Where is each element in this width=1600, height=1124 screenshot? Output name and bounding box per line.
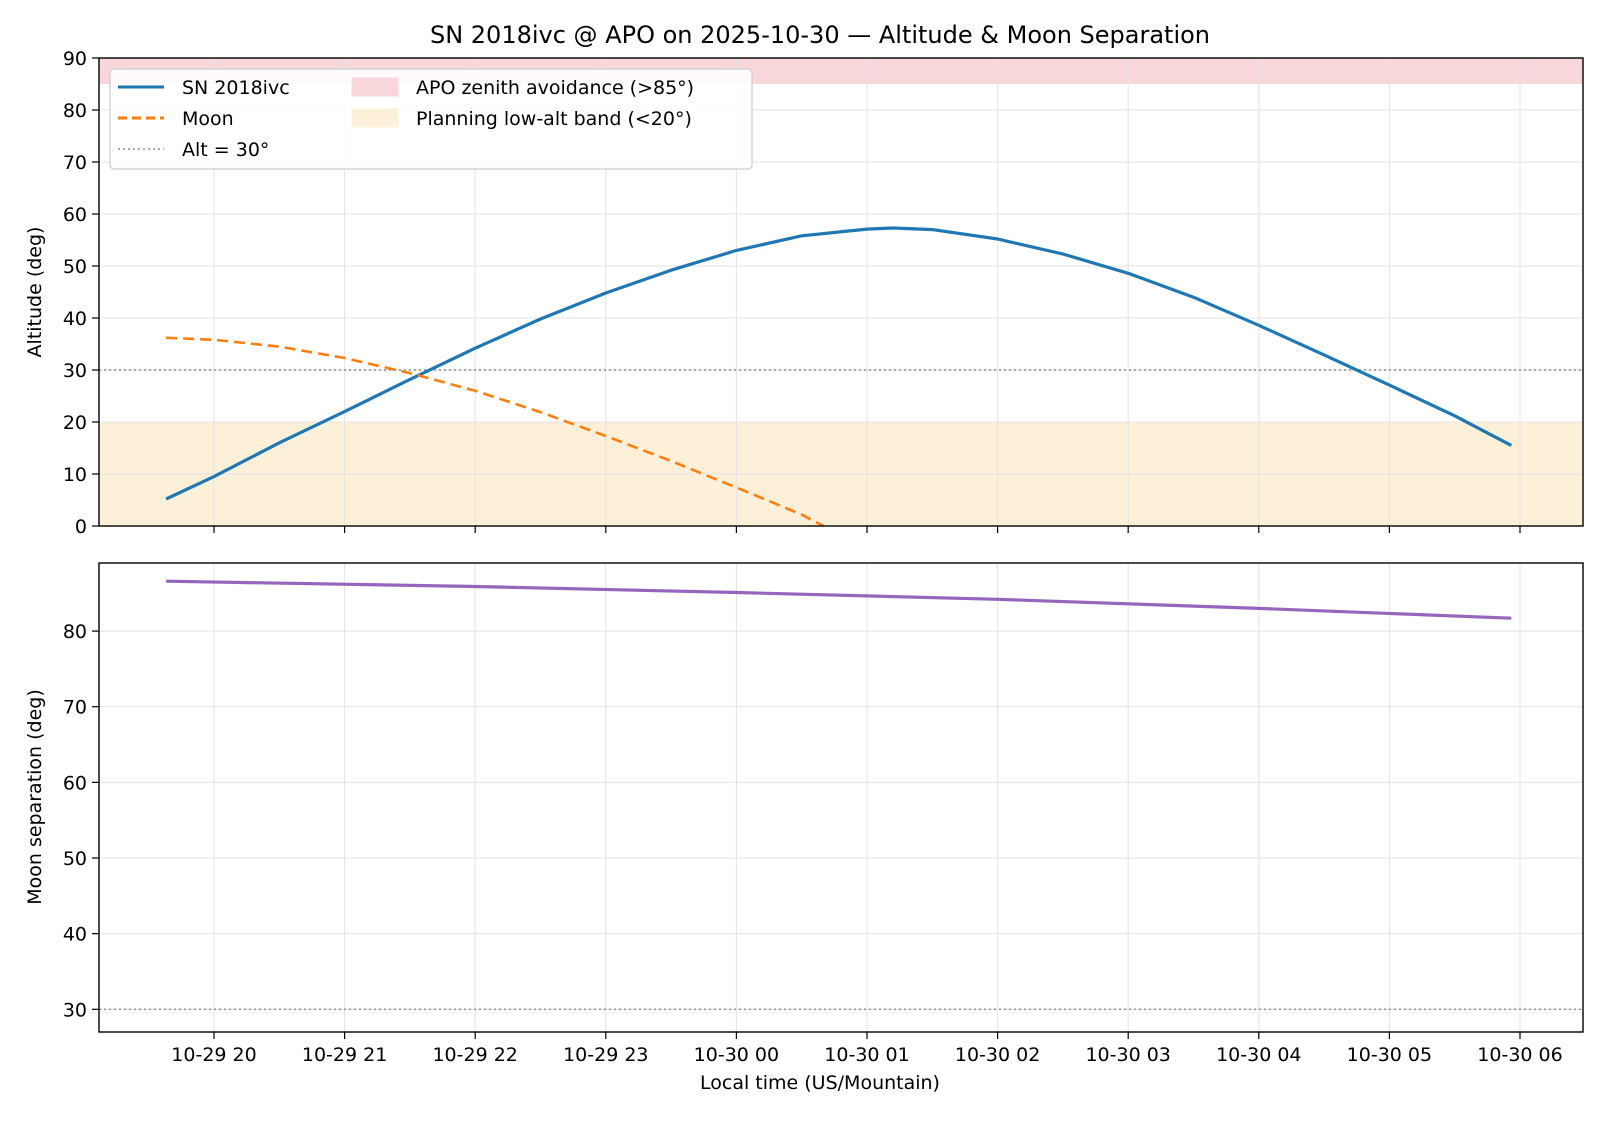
altitude-ytick-label: 80 bbox=[63, 100, 87, 122]
separation-ytick-label: 60 bbox=[63, 772, 87, 794]
x-tick-label: 10-30 01 bbox=[824, 1044, 909, 1066]
x-tick-label: 10-29 22 bbox=[432, 1044, 517, 1066]
altitude-ytick-label: 50 bbox=[63, 256, 87, 278]
separation-ytick-label: 40 bbox=[63, 924, 87, 946]
legend-label: Alt = 30° bbox=[182, 139, 269, 161]
legend-label: Planning low-alt band (<20°) bbox=[416, 108, 692, 130]
legend-swatch bbox=[352, 78, 398, 96]
x-tick-label: 10-29 20 bbox=[171, 1044, 256, 1066]
separation-panel-frame bbox=[99, 563, 1583, 1032]
legend-label: Moon bbox=[182, 108, 234, 130]
separation-ytick-label: 30 bbox=[63, 999, 87, 1021]
altitude-ytick-label: 70 bbox=[63, 152, 87, 174]
legend-label: APO zenith avoidance (>85°) bbox=[416, 77, 694, 99]
legend-label: SN 2018ivc bbox=[182, 77, 290, 99]
separation-ytick-label: 80 bbox=[63, 621, 87, 643]
x-tick-label: 10-30 06 bbox=[1477, 1044, 1562, 1066]
altitude-ytick-label: 20 bbox=[63, 412, 87, 434]
moon-separation-panel: 30 40 50 60 70 80 bbox=[63, 563, 1583, 1032]
altitude-ytick-label: 30 bbox=[63, 360, 87, 382]
x-tick-label: 10-30 04 bbox=[1216, 1044, 1301, 1066]
x-tick-label: 10-30 05 bbox=[1347, 1044, 1432, 1066]
altitude-ytick-label: 0 bbox=[75, 516, 87, 538]
altitude-ytick-label: 10 bbox=[63, 464, 87, 486]
x-axis-ticks: 10-29 20 10-29 21 10-29 22 10-29 23 10-30 00… bbox=[171, 1032, 1562, 1066]
moon-separation-line bbox=[166, 581, 1511, 618]
separation-ytick-label: 50 bbox=[63, 848, 87, 870]
legend-swatch bbox=[352, 109, 398, 127]
x-tick-label: 10-30 02 bbox=[955, 1044, 1040, 1066]
altitude-ytick-label: 60 bbox=[63, 204, 87, 226]
moon-separation-axis-label: Moon separation (deg) bbox=[24, 689, 46, 905]
legend: SN 2018ivc Moon Alt = 30° APO zenith avoida… bbox=[110, 69, 752, 169]
altitude-ytick-label: 90 bbox=[63, 48, 87, 70]
altitude-axis-label: Altitude (deg) bbox=[24, 227, 46, 358]
separation-ytick-label: 70 bbox=[63, 697, 87, 719]
chart-title: SN 2018ivc @ APO on 2025-10-30 — Altitud… bbox=[430, 21, 1210, 49]
x-tick-label: 10-30 00 bbox=[694, 1044, 779, 1066]
x-tick-label: 10-29 21 bbox=[302, 1044, 387, 1066]
altitude-ytick-label: 40 bbox=[63, 308, 87, 330]
x-tick-label: 10-29 23 bbox=[563, 1044, 648, 1066]
x-tick-label: 10-30 03 bbox=[1085, 1044, 1170, 1066]
x-axis-label: Local time (US/Mountain) bbox=[700, 1072, 940, 1094]
